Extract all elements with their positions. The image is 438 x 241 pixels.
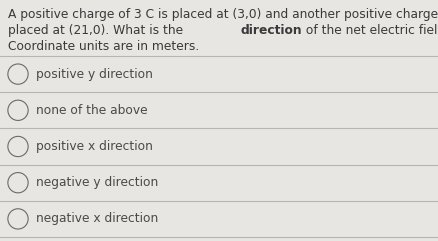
Text: Coordinate units are in meters.: Coordinate units are in meters. [8,40,199,53]
Text: direction: direction [240,24,301,37]
Text: A positive charge of 3 C is placed at (3,0) and another positive charge of 3 C i: A positive charge of 3 C is placed at (3… [8,8,438,21]
Text: of the net electric field at (12, 12)?: of the net electric field at (12, 12)? [301,24,438,37]
Text: placed at (21,0). What is the: placed at (21,0). What is the [8,24,187,37]
Text: negative y direction: negative y direction [35,176,158,189]
Text: none of the above: none of the above [35,104,147,117]
Text: negative x direction: negative x direction [35,212,158,225]
Text: positive y direction: positive y direction [35,67,152,80]
Text: positive x direction: positive x direction [35,140,152,153]
